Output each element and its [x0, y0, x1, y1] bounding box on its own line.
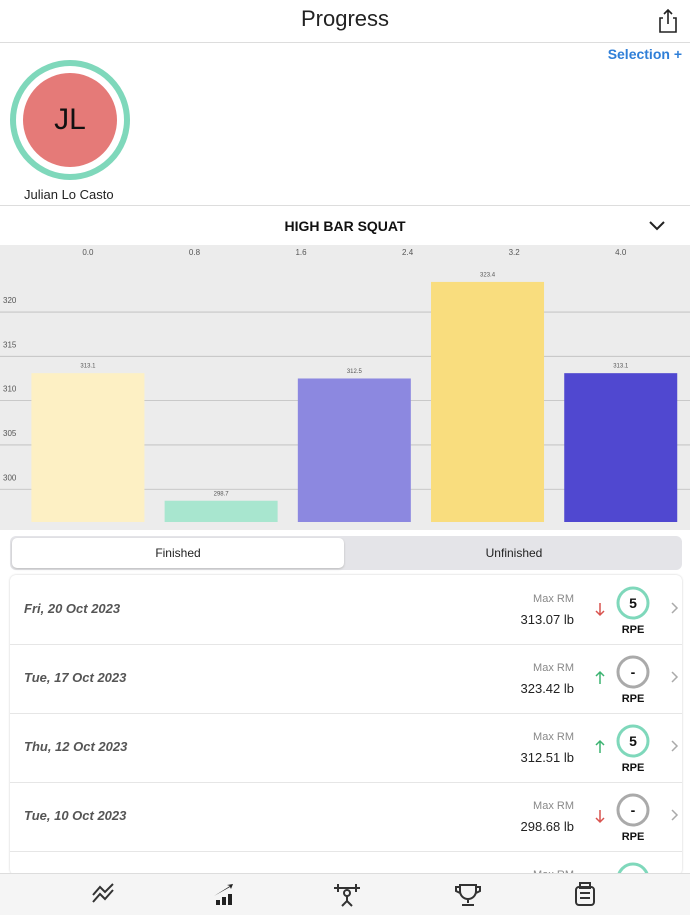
max-rm-label: Max RM [533, 593, 574, 605]
chevron-down [649, 221, 665, 231]
tab-stats[interactable] [92, 883, 114, 903]
rpe-value: 5 [629, 733, 637, 749]
row-icons: - RPE [595, 655, 679, 705]
row-icons: 5 RPE [595, 586, 679, 636]
max-rm-label: Max RM [533, 869, 574, 875]
bar-value-label: 313.1 [613, 364, 629, 370]
max-rm-value: 312.51 lb [520, 750, 575, 765]
share-icon[interactable] [656, 8, 680, 34]
bar [31, 373, 145, 522]
rpe-ring [616, 862, 650, 875]
x-tick-label: 3.2 [509, 248, 521, 257]
session-date: Tue, 10 Oct 2023 [24, 808, 127, 823]
trend-arrow [595, 739, 605, 753]
rpe-label: RPE [622, 693, 645, 705]
profile-name: Julian Lo Casto [24, 187, 114, 202]
exercise-name: HIGH BAR SQUAT [284, 218, 406, 234]
tab-profile[interactable] [575, 882, 595, 906]
max-rm-label: Max RM [533, 731, 574, 743]
bar-value-label: 298.7 [214, 491, 230, 497]
session-date: Fri, 20 Oct 2023 [24, 601, 121, 616]
rpe-ring [616, 793, 650, 827]
row-chevron [671, 740, 679, 752]
x-tick-label: 2.4 [402, 248, 414, 257]
tab-icons [92, 882, 595, 907]
rpe-ring [616, 586, 650, 620]
bar-value-label: 313.1 [80, 364, 96, 370]
bar [564, 373, 678, 522]
y-tick-label: 315 [3, 340, 17, 349]
segmented-control: Finished Unfinished [10, 536, 682, 570]
trend-arrow [595, 670, 605, 684]
bar-value-label: 312.5 [347, 369, 363, 375]
rpe-label: RPE [622, 762, 645, 774]
avatar-initials: JL [23, 73, 117, 167]
rpe-value: 5 [629, 595, 637, 611]
exercise-selector[interactable]: HIGH BAR SQUAT [0, 205, 690, 246]
bar-value-label: 323.4 [480, 272, 496, 278]
rpe-ring [616, 724, 650, 758]
segment-tab[interactable]: Unfinished [485, 546, 543, 560]
session-row[interactable]: Tue, 17 Oct 2023 Max RM 323.42 lb - RPE [10, 644, 682, 714]
bar [297, 378, 411, 522]
row-icons: - RPE [595, 793, 679, 843]
title: Progress [300, 6, 390, 31]
row-icons: 5 [616, 862, 650, 875]
x-tick-label: 1.6 [295, 248, 307, 257]
session-row[interactable]: Tue, 10 Oct 2023 Max RM 298.68 lb - RPE [10, 782, 682, 852]
row-icons: 5 RPE [595, 724, 679, 774]
header: Progress [0, 0, 690, 43]
row-chevron [671, 809, 679, 821]
row-chevron [671, 602, 679, 614]
x-tick-label: 4.0 [615, 248, 627, 257]
max-rm-value: 323.42 lb [520, 681, 575, 696]
rpe-value: - [631, 802, 636, 818]
trend-arrow [595, 603, 605, 617]
y-tick-label: 310 [3, 385, 17, 394]
tab-workout[interactable] [334, 884, 360, 907]
tab-progress[interactable] [214, 884, 233, 905]
rpe-ring [616, 655, 650, 689]
tab-trophy[interactable] [455, 884, 481, 906]
session-date: Tue, 17 Oct 2023 [24, 670, 127, 685]
rpe-value: - [631, 664, 636, 680]
x-tick-label: 0.0 [82, 248, 94, 257]
session-row[interactable]: Fri, 20 Oct 2023 Max RM 313.07 lb 5 RPE [10, 575, 682, 645]
max-rm-value: 298.68 lb [520, 819, 575, 834]
bar [431, 281, 545, 522]
bar [164, 500, 278, 522]
y-tick-label: 320 [3, 296, 17, 305]
x-tick-label: 0.8 [189, 248, 201, 257]
selection-button[interactable]: Selection + [607, 46, 682, 62]
y-tick-label: 305 [3, 429, 17, 438]
trend-arrow [595, 810, 605, 824]
segment-tab[interactable]: Finished [12, 538, 344, 568]
avatar: JL [10, 60, 130, 180]
chart: 300 305 310 315 320 0.0 0.8 1.6 2.4 3.2 4.0 313.1 29… [0, 245, 690, 530]
rpe-label: RPE [622, 831, 645, 843]
session-list: Fri, 20 Oct 2023 Max RM 313.07 lb 5 RPE Tue, … [10, 575, 682, 875]
max-rm-label: Max RM [533, 800, 574, 812]
y-tick-label: 300 [3, 473, 17, 482]
rpe-label: RPE [622, 624, 645, 636]
session-row[interactable]: Max RM 5 [10, 851, 682, 875]
tab-bar [0, 873, 690, 915]
row-chevron [671, 671, 679, 683]
max-rm-label: Max RM [533, 662, 574, 674]
session-row[interactable]: Thu, 12 Oct 2023 Max RM 312.51 lb 5 RPE [10, 713, 682, 783]
session-date: Thu, 12 Oct 2023 [24, 739, 128, 754]
max-rm-value: 313.07 lb [520, 612, 575, 627]
